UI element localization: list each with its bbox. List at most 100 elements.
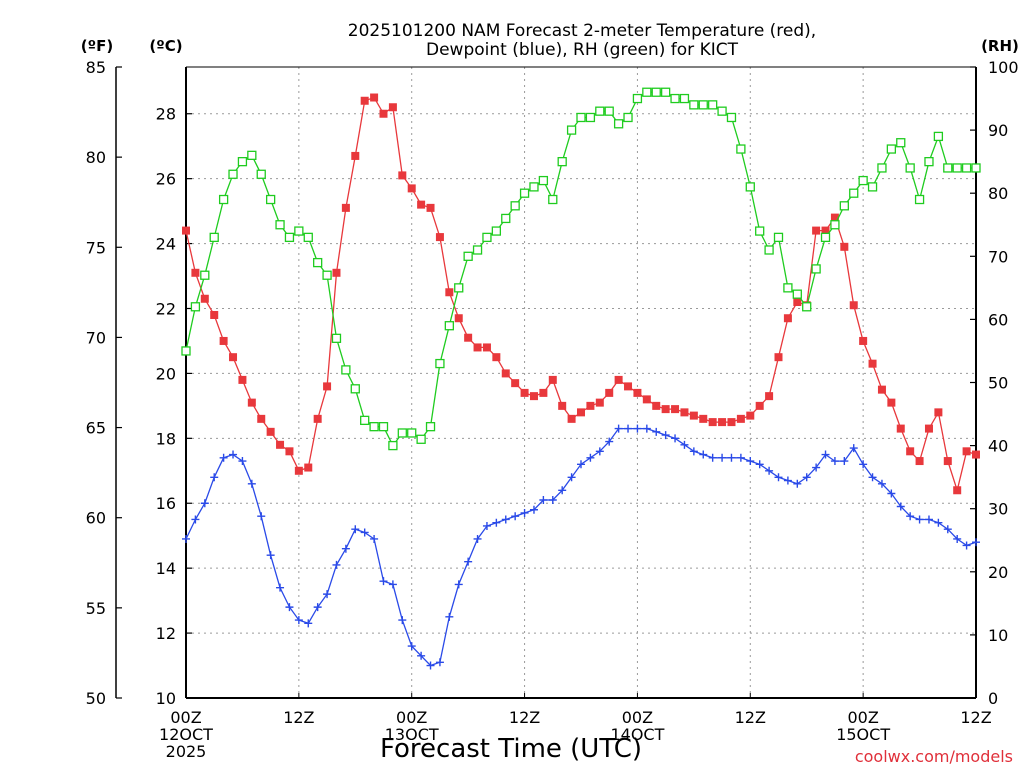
rh-point [896,138,906,148]
rh-line [185,91,976,447]
rh-point [933,131,944,142]
x-tick-label: 13OCT [385,725,439,744]
rh-point [943,163,953,173]
temperature-point [943,457,952,466]
temperature-point [257,414,266,423]
dewpoint-point [341,544,350,553]
dewpoint-point [934,518,943,527]
temperature-point [699,414,708,423]
dewpoint-point [577,460,585,469]
rh-point [811,264,821,274]
x-axis-label: Forecast Time (UTC) [380,734,642,764]
temperature-point [520,388,529,397]
celsius-tick-label: 18 [156,429,176,448]
dewpoint-point [304,619,313,628]
x-tick-label: 00Z [396,708,427,727]
celsius-tick-label: 28 [156,105,176,124]
temperature-point [953,486,962,495]
rh-point [849,188,859,198]
dewpoint-point [229,450,238,459]
temperature-point [473,343,482,352]
dewpoint-point [266,551,275,560]
temperature-point [849,301,858,310]
rh-tick-label: 30 [988,500,1008,519]
dewpoint-point [746,457,755,466]
temperature-point [407,184,416,193]
rh-point [435,358,445,369]
dewpoint-point [379,577,388,586]
rh-point [209,232,219,243]
temperature-point [877,385,886,394]
rh-point [914,194,925,205]
rh-point [529,182,539,192]
dewpoint-point [360,528,369,537]
rh-point [632,93,643,104]
rh-point [773,232,784,243]
rh-point [200,270,210,280]
dewpoint-point [868,473,877,482]
celsius-tick-label: 10 [156,689,176,708]
rh-point [538,175,549,186]
temperature-point [924,424,933,433]
temperature-point [896,424,905,433]
rh-point [237,156,248,167]
dewpoint-point [567,473,576,482]
dewpoint-point [323,590,332,599]
series-layer [181,87,981,670]
rh-point [519,188,530,198]
rh-point [961,163,972,173]
dewpoint-point [191,515,200,524]
temperature-point [746,411,755,420]
rh-point [360,415,370,426]
rh-point [350,384,360,394]
dewpoint-point [680,440,689,449]
rh-point [482,232,492,243]
temperature-point [341,203,350,212]
temperature-series [182,93,980,495]
dewpoint-point [454,580,463,589]
dewpoint-point [417,651,426,660]
x-tick-label: 12Z [283,708,314,727]
rh-point [416,434,426,444]
rh-point [858,175,868,186]
temperature-point [435,233,444,242]
dewpoint-point [595,447,604,456]
temperature-point [765,392,774,401]
rh-point [256,169,266,179]
dewpoint-point [398,616,407,625]
temperature-point [868,359,877,368]
temperature-point [595,398,604,407]
rh-point [764,245,774,255]
dewpoint-point [953,534,962,543]
x-tick-label: 12Z [735,708,766,727]
dewpoint-point [783,476,792,485]
rh-point [369,422,379,432]
temperature-point [642,395,651,404]
rh-tick-label: 80 [988,184,1008,203]
rh-point [397,428,407,438]
rh-point [660,87,671,97]
dewpoint-point [482,521,491,530]
temperature-point [464,333,473,342]
dewpoint-point [210,473,219,482]
rh-point [454,283,464,293]
dewpoint-point [200,499,209,508]
dewpoint-point [351,525,360,534]
dewpoint-point [793,479,802,488]
rh-point [642,87,652,97]
temperature-point [247,398,256,407]
temperature-point [266,427,275,436]
temperature-point [652,401,661,410]
celsius-tick-label: 16 [156,494,176,513]
dewpoint-point [774,473,783,482]
dewpoint-point [407,642,416,651]
rh-point [313,257,323,268]
rh-tick-label: 50 [988,374,1008,393]
rh-point [294,226,304,236]
fahrenheit-unit-label: (ºF) [81,37,113,55]
temperature-point [671,405,680,414]
dewpoint-point [887,489,896,498]
dewpoint-point [812,463,821,472]
rh-point [378,422,389,432]
fahrenheit-tick-label: 50 [86,689,106,708]
